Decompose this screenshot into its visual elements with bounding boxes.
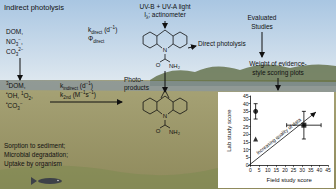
svg-text:DOM,: DOM,	[6, 28, 23, 35]
svg-text:45: 45	[243, 93, 249, 99]
svg-text:0: 0	[249, 167, 252, 173]
html-text:kindirect(d−1): kindirect(d−1)	[60, 81, 93, 91]
svg-text:k2nd (M−1s−1): k2nd (M−1s−1)	[60, 90, 96, 100]
svg-text:40: 40	[243, 101, 249, 107]
svg-text:25: 25	[243, 124, 249, 130]
svg-text:20: 20	[282, 167, 288, 173]
svg-text:35: 35	[308, 167, 314, 173]
svg-text:•CO3−: •CO3−	[6, 101, 23, 111]
svg-text:15: 15	[274, 167, 280, 173]
svg-text:Photo-: Photo-	[124, 76, 143, 83]
svg-text:30: 30	[243, 116, 249, 122]
svg-text:Studies: Studies	[251, 23, 273, 30]
svg-text:Evaluated: Evaluated	[248, 14, 277, 21]
svg-text:Weight of evidence-: Weight of evidence-	[249, 60, 306, 68]
svg-text:NH₂: NH₂	[169, 63, 181, 69]
svg-text:NO3−,: NO3−,	[6, 37, 23, 47]
svg-text:Field study score: Field study score	[267, 177, 313, 183]
svg-text:10: 10	[265, 167, 271, 173]
svg-text:Iλ; actinometer: Iλ; actinometer	[144, 11, 187, 20]
svg-text:10: 10	[243, 147, 249, 153]
svg-text:5: 5	[258, 167, 261, 173]
svg-text:20: 20	[243, 131, 249, 137]
svg-text:O: O	[156, 62, 161, 68]
svg-text:40: 40	[317, 167, 323, 173]
svg-text:•OH, 1O2,: •OH, 1O2,	[6, 91, 33, 101]
svg-text:Φdirect: Φdirect	[88, 35, 105, 44]
svg-text:Sorption to sediment;: Sorption to sediment;	[4, 142, 66, 150]
svg-text:35: 35	[243, 108, 249, 114]
svg-text:0: 0	[245, 162, 249, 169]
svg-text:3DOM,: 3DOM,	[6, 81, 26, 89]
svg-text:NH₂: NH₂	[169, 129, 181, 135]
svg-text:O: O	[156, 128, 161, 134]
svg-text:Lab study score: Lab study score	[226, 109, 232, 152]
svg-text:Increasing quality of data: Increasing quality of data	[255, 116, 302, 155]
svg-text:kdirect (d−1): kdirect (d−1)	[88, 25, 117, 35]
svg-text:15: 15	[243, 139, 249, 145]
svg-text:products: products	[124, 84, 150, 92]
svg-text:N: N	[163, 113, 167, 119]
svg-text:30: 30	[299, 167, 305, 173]
svg-text:Direct photolysis: Direct photolysis	[198, 40, 246, 48]
svg-text:5: 5	[246, 154, 249, 160]
svg-text:45: 45	[325, 167, 331, 173]
svg-text:25: 25	[291, 167, 297, 173]
svg-text:Uptake by organism: Uptake by organism	[4, 160, 62, 168]
svg-text:Microbial degradation;: Microbial degradation;	[4, 151, 68, 159]
svg-text:CO32−: CO32−	[6, 47, 24, 57]
svg-text:style scoring plots: style scoring plots	[252, 69, 304, 77]
svg-text:N: N	[163, 47, 167, 53]
svg-text:Indirect photolysis: Indirect photolysis	[4, 3, 64, 12]
svg-text:UV-B + UV-A light: UV-B + UV-A light	[139, 3, 190, 11]
